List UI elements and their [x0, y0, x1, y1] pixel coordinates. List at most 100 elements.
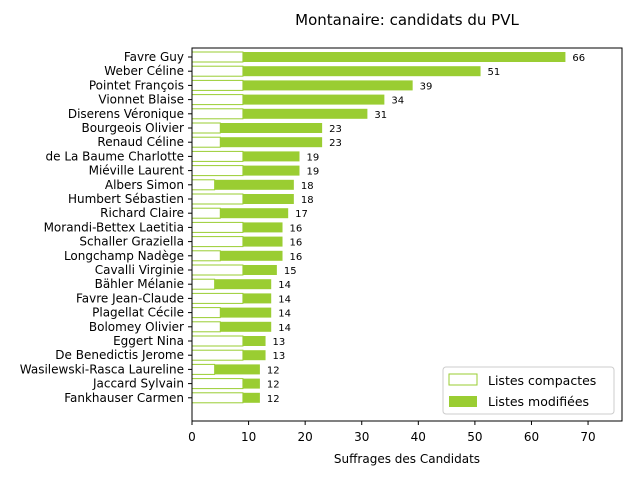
y-tick-label-plagellat-cecile: Plagellat Cécile	[92, 306, 184, 320]
bar-modifiees-bolomey-olivier	[220, 321, 272, 332]
x-axis-label: Suffrages des Candidats	[334, 452, 480, 466]
y-tick-label-diserens-veronique: Diserens Véronique	[68, 107, 184, 121]
y-tick-label-humbert-sebastien: Humbert Sébastien	[68, 192, 184, 206]
bar-compactes-favre-jean-claude	[191, 292, 244, 304]
bar-modifiees-mieville-laurent	[242, 165, 300, 176]
bar-compactes-wasilewski-rasca-laureline	[191, 363, 216, 375]
y-tick-label-vionnet-blaise: Vionnet Blaise	[98, 93, 184, 107]
legend-swatch-modifiees	[449, 396, 477, 407]
bar-compactes-renaud-celine	[191, 136, 221, 148]
bar-compactes-diserens-veronique	[191, 108, 244, 120]
data-label-longchamp-nadege: 16	[290, 252, 303, 263]
bar-modifiees-favre-guy	[242, 52, 566, 62]
x-tick-label: 40	[411, 430, 426, 444]
axes-frame	[191, 47, 623, 422]
data-label-fankhauser-carmen: 12	[267, 394, 280, 405]
data-label-plagellat-cecile: 14	[278, 309, 291, 320]
y-tick-label-favre-guy: Favre Guy	[124, 50, 184, 64]
bar-modifiees-de-benedictis-jerome	[242, 350, 266, 361]
bar-compactes-pointet-francois	[191, 79, 244, 91]
bar-modifiees-humbert-sebastien	[242, 194, 294, 204]
legend-frame	[442, 366, 615, 415]
bar-modifiees-bourgeois-olivier	[220, 123, 323, 133]
bar-modifiees-de-la-baume-charlotte	[242, 151, 300, 162]
bar-modifiees-morandi-bettex-laetitia	[242, 222, 283, 233]
data-label-pointet-francois: 39	[420, 81, 433, 92]
bar-compactes-bolomey-olivier	[191, 321, 221, 333]
x-tick-label: 0	[188, 430, 196, 444]
data-label-vionnet-blaise: 34	[391, 96, 404, 107]
x-tick-label: 10	[241, 430, 256, 444]
y-tick-label-weber-celine: Weber Céline	[104, 64, 184, 78]
bar-modifiees-favre-jean-claude	[242, 293, 272, 304]
data-label-eggert-nina: 13	[273, 337, 286, 348]
bar-modifiees-albers-simon	[214, 179, 294, 190]
y-tick-label-morandi-bettex-laetitia: Morandi-Bettex Laetitia	[44, 220, 184, 234]
data-label-bolomey-olivier: 14	[278, 323, 291, 334]
y-tick-label-longchamp-nadege: Longchamp Nadège	[64, 249, 184, 263]
bar-compactes-bahler-melanie	[191, 278, 216, 290]
y-tick-label-jaccard-sylvain: Jaccard Sylvain	[92, 377, 184, 391]
data-label-favre-guy: 66	[572, 53, 585, 64]
bar-modifiees-fankhauser-carmen	[242, 392, 260, 403]
legend-label-modifiees: Listes modifiées	[488, 394, 589, 409]
y-tick-label-de-benedictis-jerome: De Benedictis Jerome	[55, 348, 184, 362]
bar-compactes-richard-claire	[191, 207, 221, 219]
bar-compactes-schaller-graziella	[191, 236, 244, 248]
bar-modifiees-wasilewski-rasca-laureline	[214, 364, 260, 375]
bar-modifiees-eggert-nina	[242, 336, 266, 346]
bar-modifiees-longchamp-nadege	[220, 250, 283, 261]
bar-compactes-cavalli-virginie	[191, 264, 244, 276]
bar-compactes-albers-simon	[191, 179, 216, 191]
bar-modifiees-weber-celine	[242, 66, 481, 77]
x-axis-ticks: 0 10 20 30 40 50 60 70	[188, 421, 596, 444]
data-label-favre-jean-claude: 14	[278, 294, 291, 305]
data-label-morandi-bettex-laetitia: 16	[290, 223, 303, 234]
bar-modifiees-cavalli-virginie	[242, 265, 277, 275]
y-tick-label-pointet-francois: Pointet François	[89, 78, 184, 92]
data-label-jaccard-sylvain: 12	[267, 380, 280, 391]
bar-modifiees-vionnet-blaise	[242, 94, 385, 105]
y-tick-label-fankhauser-carmen: Fankhauser Carmen	[64, 391, 184, 405]
legend-swatch-compactes	[448, 373, 478, 386]
plot-area: 66 51 39 34 31 23 23 19 19 18 18 17 16 16 16 15 14 14 14 14…	[191, 51, 585, 405]
data-label-humbert-sebastien: 18	[301, 195, 314, 206]
bar-modifiees-plagellat-cecile	[220, 307, 272, 318]
data-label-diserens-veronique: 31	[374, 110, 387, 121]
data-label-albers-simon: 18	[301, 181, 314, 192]
data-label-bahler-melanie: 14	[278, 280, 291, 291]
chart-title: Montanaire: candidats du PVL	[295, 11, 519, 29]
data-label-schaller-graziella: 16	[290, 238, 303, 249]
y-tick-label-mieville-laurent: Miéville Laurent	[89, 164, 185, 178]
y-tick-label-eggert-nina: Eggert Nina	[113, 334, 184, 348]
y-tick-label-richard-claire: Richard Claire	[100, 206, 184, 220]
bar-modifiees-renaud-celine	[220, 137, 323, 148]
y-tick-label-bolomey-olivier: Bolomey Olivier	[89, 320, 184, 334]
bar-compactes-jaccard-sylvain	[191, 378, 244, 390]
data-label-mieville-laurent: 19	[307, 167, 320, 178]
legend: Listes compactes Listes modifiées	[442, 366, 615, 415]
bar-compactes-bourgeois-olivier	[191, 122, 221, 134]
bar-compactes-plagellat-cecile	[191, 307, 221, 319]
bar-compactes-favre-guy	[191, 51, 244, 63]
data-label-de-benedictis-jerome: 13	[273, 351, 286, 362]
y-tick-label-albers-simon: Albers Simon	[105, 178, 184, 192]
data-label-richard-claire: 17	[295, 209, 308, 220]
bar-modifiees-pointet-francois	[242, 80, 413, 91]
bar-modifiees-schaller-graziella	[242, 236, 283, 247]
y-tick-label-bahler-melanie: Bähler Mélanie	[95, 277, 184, 291]
y-tick-label-wasilewski-rasca-laureline: Wasilewski-Rasca Laureline	[20, 362, 184, 376]
bar-compactes-de-benedictis-jerome	[191, 349, 244, 361]
x-tick-label: 60	[524, 430, 539, 444]
data-label-wasilewski-rasca-laureline: 12	[267, 365, 280, 376]
data-label-renaud-celine: 23	[329, 138, 342, 149]
data-label-weber-celine: 51	[488, 67, 501, 78]
data-label-bourgeois-olivier: 23	[329, 124, 342, 135]
data-label-cavalli-virginie: 15	[284, 266, 297, 277]
y-tick-label-de-la-baume-charlotte: de La Baume Charlotte	[46, 149, 185, 163]
y-tick-label-bourgeois-olivier: Bourgeois Olivier	[81, 121, 184, 135]
bar-modifiees-bahler-melanie	[214, 279, 272, 290]
bar-compactes-de-la-baume-charlotte	[191, 150, 244, 162]
